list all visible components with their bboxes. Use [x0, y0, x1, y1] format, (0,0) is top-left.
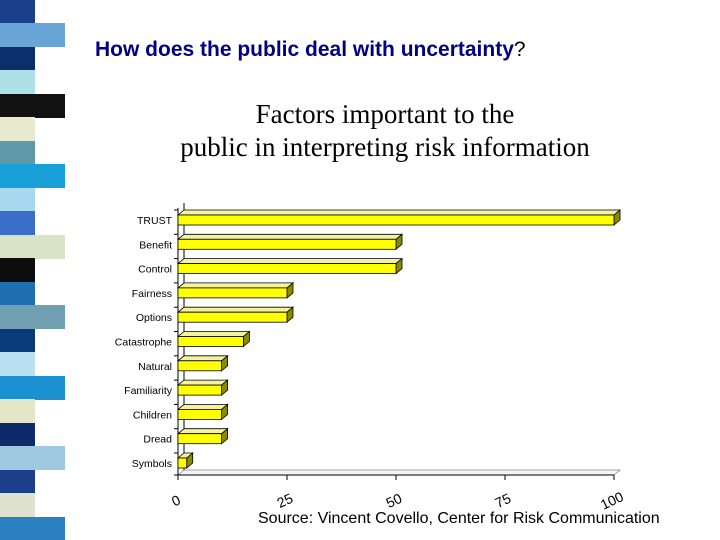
stripe-block — [0, 46, 35, 71]
page-heading: How does the public deal with uncertaint… — [95, 38, 695, 62]
stripe-block — [0, 70, 35, 95]
stripe-block — [0, 23, 65, 48]
slide-title-line-2: public in interpreting risk information — [180, 132, 590, 162]
x-tick-label: 0 — [169, 491, 183, 509]
stripe-block — [0, 281, 35, 306]
bar-top-face — [176, 428, 229, 435]
x-tick-label: 50 — [383, 490, 404, 511]
bar-top-face — [176, 282, 295, 289]
bar — [177, 457, 188, 469]
bar-top-face — [176, 258, 404, 265]
bar-top-face — [176, 355, 229, 362]
category-label: Natural — [138, 361, 172, 373]
decorative-stripe — [0, 0, 65, 540]
bar — [177, 238, 397, 250]
category-label: Fairness — [132, 288, 172, 300]
stripe-block — [0, 211, 35, 236]
category-label: Benefit — [139, 239, 172, 251]
category-label: Familiarity — [124, 385, 173, 397]
heading-text: How does the public deal with uncertaint… — [95, 38, 514, 61]
chart-floor — [176, 469, 622, 476]
bar — [177, 263, 397, 275]
stripe-block — [0, 399, 35, 424]
stripe-block — [0, 422, 35, 447]
stripe-block — [0, 493, 35, 517]
bar — [177, 360, 222, 372]
x-tick-label: 100 — [598, 488, 626, 512]
source-note: Source: Vincent Covello, Center for Risk… — [258, 510, 660, 527]
bar-top-face — [176, 233, 404, 240]
stripe-block — [0, 375, 65, 400]
stripe-block — [0, 164, 65, 189]
stripe-block — [0, 446, 65, 471]
stripe-block — [0, 328, 35, 353]
x-tick-label: 25 — [274, 490, 295, 511]
bar — [177, 336, 244, 347]
stripe-block — [0, 305, 65, 330]
bar — [177, 433, 222, 445]
stripe-block — [0, 469, 35, 494]
bar — [177, 287, 288, 299]
stripe-block — [0, 117, 35, 142]
bar-top-face — [176, 209, 622, 216]
category-label: Catastrophe — [115, 337, 172, 349]
stripe-block — [0, 0, 35, 24]
slide-title: Factors important to the public in inter… — [80, 98, 690, 164]
stripe-block — [0, 516, 65, 540]
bar-top-face — [176, 331, 251, 337]
stripe-block — [0, 234, 65, 259]
stripe-block — [0, 187, 35, 212]
bar-top-face — [176, 379, 229, 386]
bar-top-face — [176, 306, 295, 313]
category-label: Options — [136, 312, 172, 324]
bar — [177, 408, 222, 420]
stripe-block — [0, 140, 35, 165]
bar — [177, 214, 615, 226]
bar — [177, 311, 288, 323]
stripe-block — [0, 352, 35, 377]
stripe-block — [0, 93, 65, 118]
category-label: Dread — [143, 434, 172, 446]
slide-title-line-1: Factors important to the — [255, 99, 515, 129]
category-label: Control — [138, 264, 172, 276]
x-tick-label: 75 — [492, 490, 513, 511]
stripe-block — [0, 258, 35, 283]
category-label: TRUST — [137, 215, 173, 227]
bar — [177, 384, 222, 396]
heading-question-mark: ? — [513, 38, 526, 61]
category-label: Symbols — [132, 458, 172, 470]
category-label: Children — [133, 409, 172, 421]
bar-top-face — [176, 403, 229, 410]
